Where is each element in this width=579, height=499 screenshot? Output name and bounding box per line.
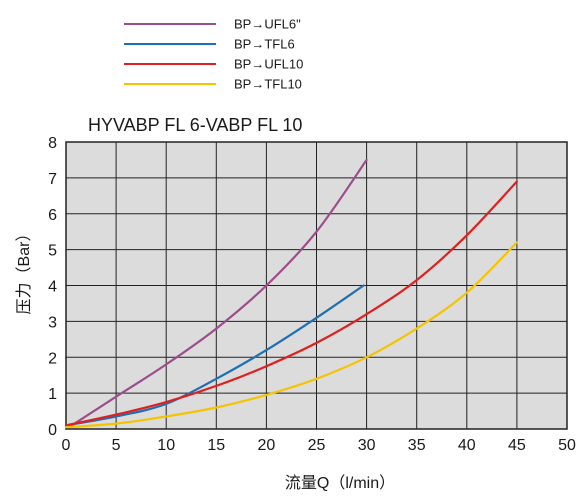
y-tick-label: 4: [48, 279, 57, 296]
legend-label: BP→TFL10: [234, 77, 302, 92]
series-lines: [64, 158, 518, 429]
x-tick-label: 10: [157, 437, 175, 454]
x-tick-label: 45: [508, 437, 526, 454]
y-axis-label: 压力（Bar）: [15, 226, 33, 315]
legend-label: BP→UFL10: [234, 57, 303, 72]
y-tick-label: 2: [48, 350, 57, 367]
y-tick-label: 3: [48, 314, 57, 331]
legend-label: BP→TFL6: [234, 37, 295, 52]
legend-label: BP→UFL6": [234, 17, 301, 32]
x-tick-label: 0: [62, 437, 71, 454]
x-tick-label: 30: [358, 437, 376, 454]
legend: BP→UFL6" BP→TFL6 BP→UFL10 BP→TFL10: [124, 17, 303, 92]
y-tick-label: 5: [48, 243, 57, 260]
series-line: [64, 284, 365, 427]
series-line: [64, 241, 518, 429]
x-tick-label: 35: [408, 437, 426, 454]
x-tick-label: 50: [558, 437, 576, 454]
x-tick-label: 15: [207, 437, 225, 454]
series-line: [64, 180, 518, 427]
x-axis-label: 流量Q（l/min）: [285, 474, 395, 492]
chart-title: HYVABP FL 6-VABP FL 10: [88, 115, 302, 135]
y-tick-label: 0: [48, 422, 57, 439]
grid: [66, 142, 567, 429]
y-tick-label: 8: [48, 135, 57, 152]
y-tick-label: 7: [48, 171, 57, 188]
x-tick-label: 5: [112, 437, 121, 454]
x-tick-labels: 0 5 10 15 20 25 30 35 40 45 50: [62, 437, 576, 454]
y-tick-label: 6: [48, 207, 57, 224]
x-tick-label: 40: [458, 437, 476, 454]
series-line: [67, 158, 368, 429]
y-tick-labels: 0 1 2 3 4 5 6 7 8: [48, 135, 57, 439]
x-tick-label: 25: [308, 437, 326, 454]
x-tick-label: 20: [258, 437, 276, 454]
y-tick-label: 1: [48, 386, 57, 403]
